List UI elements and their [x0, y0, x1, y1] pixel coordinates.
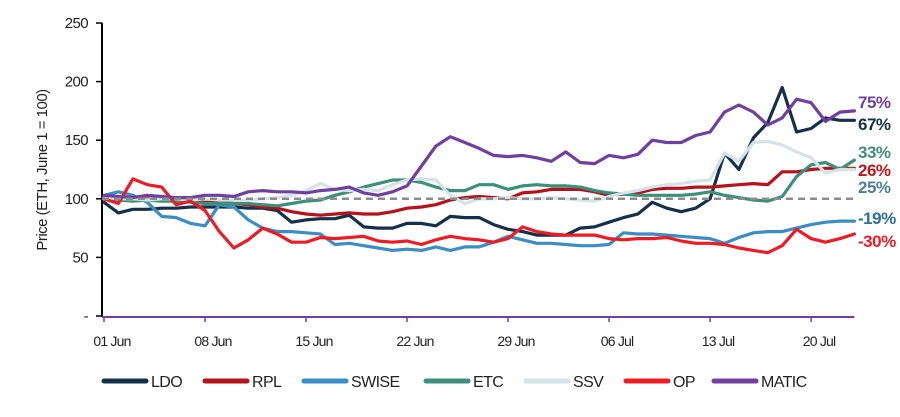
y-tick-label: 100 — [65, 191, 88, 208]
x-tick-label: 15 Jun — [295, 333, 332, 349]
end-label-rpl: 26% — [858, 161, 891, 180]
y-axis: - 50 100 150 200 250 — [65, 15, 103, 325]
x-tick-label: 08 Jun — [194, 333, 231, 349]
x-tick-label: 01 Jun — [93, 333, 130, 349]
series-line-swise — [102, 190, 857, 252]
end-label-op: -30% — [858, 232, 896, 251]
legend-label-op: OP — [673, 374, 695, 391]
series-line-etc — [102, 158, 857, 208]
legend-label-ssv: SSV — [573, 374, 604, 391]
end-label-ldo: 67% — [858, 115, 891, 134]
end-label-matic: 75% — [858, 93, 891, 112]
x-tick-label: 06 Jul — [601, 333, 634, 349]
end-label-swise: -19% — [858, 209, 896, 228]
end-label-ssv: 25% — [858, 178, 891, 197]
x-tick-label: 22 Jun — [396, 333, 433, 349]
end-label-etc: 33% — [858, 143, 891, 162]
x-tick-label: 13 Jul — [702, 333, 735, 349]
series-line-ldo — [102, 85, 857, 237]
legend-label-swise: SWISE — [351, 374, 400, 391]
y-tick-label: 250 — [65, 15, 88, 32]
end-labels: 67% 26% -19% 33% 25% -30% 75% — [858, 93, 897, 251]
legend-label-ldo: LDO — [151, 374, 182, 391]
y-axis-title: Price (ETH, June 1 = 100) — [34, 89, 51, 251]
series-line-matic — [102, 97, 857, 200]
y-tick-label: - — [84, 308, 89, 325]
legend-label-rpl: RPL — [252, 374, 282, 391]
y-tick-label: 150 — [65, 132, 88, 149]
x-tick-label: 29 Jun — [497, 333, 534, 349]
legend-label-etc: ETC — [473, 374, 503, 391]
x-tick-label: 20 Jul — [803, 333, 836, 349]
y-tick-label: 50 — [73, 249, 89, 266]
x-axis: 01 Jun 08 Jun 15 Jun 22 Jun 29 Jun 06 Jul 13 J… — [93, 316, 855, 349]
legend: LDO RPL SWISE ETC SSV OP MATIC — [101, 374, 807, 391]
y-tick-label: 200 — [65, 74, 88, 91]
series-line-op — [102, 177, 857, 255]
series-lines — [102, 85, 857, 255]
legend-label-matic: MATIC — [761, 374, 807, 391]
